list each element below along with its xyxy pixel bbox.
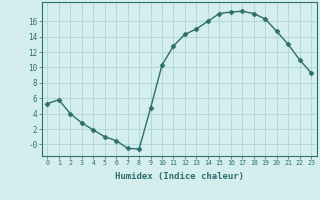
X-axis label: Humidex (Indice chaleur): Humidex (Indice chaleur) [115, 172, 244, 181]
